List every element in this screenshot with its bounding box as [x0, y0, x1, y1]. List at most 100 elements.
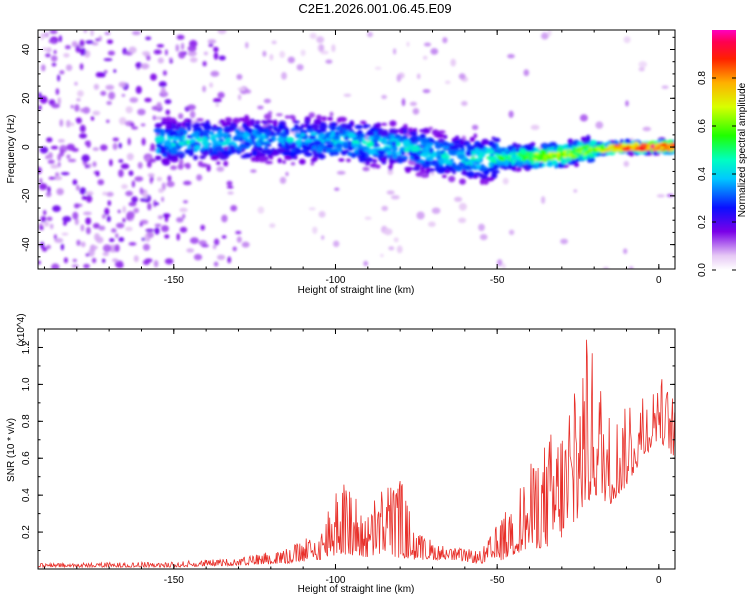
spectrogram-cell — [156, 102, 162, 109]
spectrogram-cell — [40, 32, 45, 41]
spectrogram-cell — [400, 150, 406, 156]
spectrogram-cell — [102, 244, 112, 253]
spectrogram-cell — [511, 148, 516, 153]
spectrogram-cell — [318, 211, 326, 218]
spectrogram-cell — [39, 178, 43, 184]
spectrogram-cell — [128, 170, 134, 176]
spectrogram-cell — [243, 114, 250, 122]
spectrogram-cell — [602, 266, 609, 269]
spectrogram-cell — [260, 141, 269, 146]
spectrogram-cell — [381, 205, 389, 212]
spectrogram-cell — [119, 117, 127, 125]
spectrogram-cell — [453, 139, 461, 144]
spectrogram-cell — [118, 81, 127, 88]
spectrogram-cell — [541, 32, 549, 40]
spectrogram-cell — [85, 217, 92, 225]
spectrogram-cell — [243, 127, 253, 131]
spectrogram-cell — [149, 158, 157, 163]
spectrogram-cell — [51, 103, 60, 109]
spectrogram-cell — [281, 72, 287, 80]
spectrogram-cell — [118, 142, 122, 149]
spectrogram-cell — [625, 100, 629, 107]
spectrogram-cell — [456, 149, 465, 153]
spectrogram-cell — [443, 134, 448, 139]
spectrogram-cell — [212, 124, 218, 128]
spectrogram-cell — [335, 142, 343, 149]
spectrogram-cell — [341, 128, 346, 136]
spectrogram-cell — [108, 91, 116, 100]
spectrogram-cell — [585, 134, 591, 142]
spectrogram-cell — [413, 154, 421, 162]
spectrogram-cell — [106, 101, 112, 105]
spectrogram-cell — [164, 49, 168, 56]
spectrogram-cell — [105, 84, 115, 90]
spectrogram-cell — [176, 233, 180, 241]
spectrogram-cell — [133, 255, 139, 263]
spectrogram-cell — [157, 57, 164, 64]
spectrogram-cell — [313, 140, 322, 146]
spectrogram-cell — [306, 124, 313, 131]
spectrogram-cell — [284, 127, 290, 135]
spectrogram-cell — [154, 202, 160, 206]
spectrogram-cell — [106, 191, 114, 197]
spectrogram-cell — [122, 205, 127, 214]
spectrogram-cell — [215, 103, 219, 107]
spectrogram-cell — [161, 225, 169, 233]
spectrogram-cell — [421, 152, 429, 158]
spectrogram-cell — [304, 145, 313, 151]
spectrogram-cell — [362, 140, 368, 145]
spectrogram-cell — [359, 120, 367, 125]
snr-y-tick-label: 0.8 — [21, 414, 32, 428]
spectrogram-cell — [186, 248, 195, 253]
spectrogram-cell — [212, 138, 218, 144]
spectrogram-cell — [137, 162, 143, 169]
spectrogram-cell — [197, 160, 204, 167]
spectrogram-cell — [491, 172, 498, 179]
spectrogram-cell — [42, 47, 47, 51]
spectrogram-cell — [112, 258, 119, 263]
spectrogram-cell — [264, 160, 273, 165]
spectrogram-cell — [50, 145, 59, 150]
spectrogram-cell — [213, 133, 220, 138]
snr-x-tick-label: -100 — [325, 575, 345, 586]
spectrogram-cell — [432, 160, 437, 165]
spectrogram-cell — [473, 172, 482, 176]
spectrogram-cell — [459, 143, 464, 149]
spectrogram-cell — [243, 141, 251, 145]
spectrogram-cell — [169, 57, 173, 61]
spectrogram-cell — [93, 83, 100, 90]
spectrogram-cell — [429, 147, 434, 154]
spectrogram-cell — [59, 119, 64, 127]
spectrogram-cell — [330, 125, 335, 132]
spectrogram-cell — [507, 54, 515, 59]
spectrogram-cell — [470, 156, 476, 161]
spectrogram-cell — [495, 147, 504, 153]
spectrogram-cell — [59, 148, 65, 157]
spectrogram-cell — [363, 124, 371, 128]
spectrogram-cell — [223, 160, 229, 167]
spectrogram-cell — [265, 119, 274, 124]
spectrogram-cell — [176, 34, 185, 40]
spectrogram-cell — [128, 201, 137, 207]
spectrogram-cell — [665, 147, 670, 151]
spectrogram-cell — [316, 36, 325, 44]
spectrogram-cell — [340, 123, 348, 127]
spectrogram-cell — [219, 138, 224, 142]
spectrogram-cell — [79, 63, 84, 70]
spectrogram-cell — [480, 166, 488, 171]
spectrogram-cell — [201, 136, 206, 141]
spectrogram-cell — [647, 144, 651, 148]
spectrogram-cell — [183, 121, 192, 128]
spectrogram-cell — [121, 93, 126, 97]
spectrogram-cell — [508, 229, 515, 235]
spectrogram-cell — [419, 129, 428, 133]
spectrogram-cell — [396, 74, 402, 82]
spectrogram-cell — [239, 135, 244, 143]
spectrogram-cell — [169, 148, 178, 155]
spectrogram-cell — [118, 237, 125, 242]
spectrogram-cell — [393, 237, 399, 243]
spectrogram-cell — [441, 142, 451, 147]
page-title: C2E1.2026.001.06.45.E09 — [298, 1, 452, 16]
spectrogram-cell — [114, 244, 120, 253]
spectrogram-cell — [193, 253, 203, 261]
